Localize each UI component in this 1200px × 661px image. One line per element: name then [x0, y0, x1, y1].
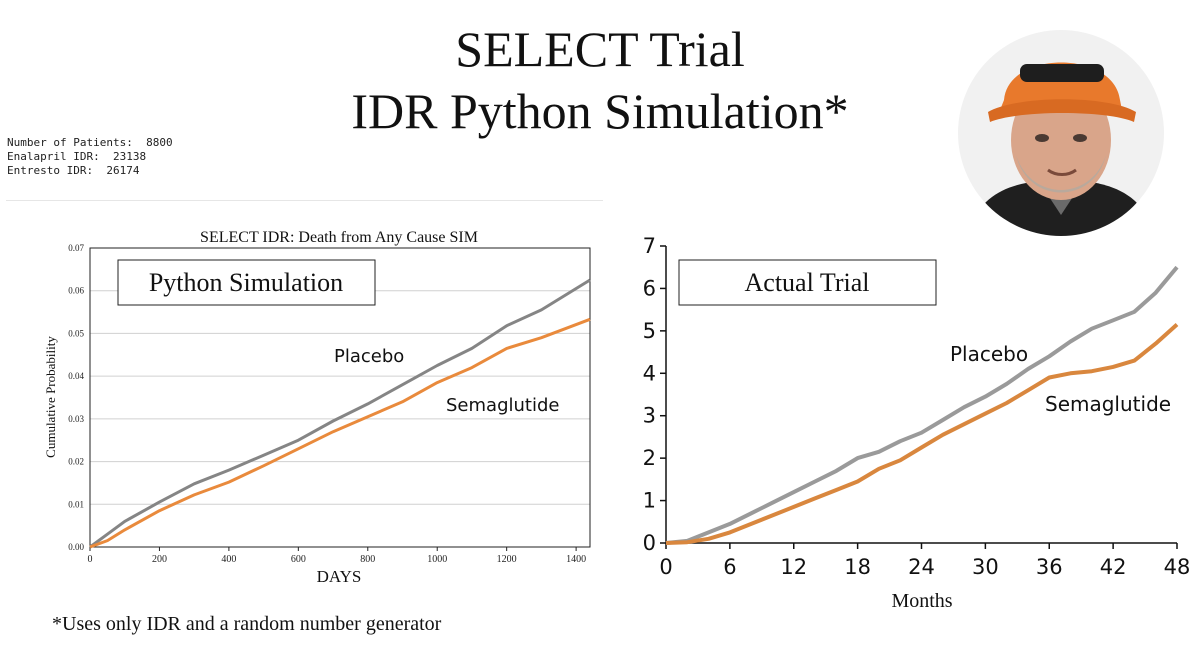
actual-x-tick-label: 24 — [908, 555, 935, 579]
stat-patients: Number of Patients: 8800 — [7, 136, 173, 149]
x-axis-label: DAYS — [317, 567, 362, 586]
actual-y-tick-label: 7 — [643, 234, 656, 258]
actual-x-tick-label: 18 — [844, 555, 871, 579]
simulation-plot-frame — [89, 247, 591, 548]
boxed-label-frame — [117, 259, 376, 306]
actual-y-tick-label: 2 — [643, 446, 656, 470]
x-tick-label: 800 — [360, 554, 375, 565]
actual-x-tick-label: 48 — [1164, 555, 1191, 579]
divider — [6, 200, 603, 201]
actual-x-tick-label: 12 — [780, 555, 807, 579]
y-tick-label: 0.01 — [68, 499, 84, 509]
y-tick-label: 0.05 — [68, 328, 84, 338]
simulation-series — [89, 278, 591, 549]
actual-y-tick-label: 1 — [643, 489, 656, 513]
avatar — [958, 30, 1164, 236]
actual-x-tick-label: 0 — [659, 555, 672, 579]
y-tick-label: 0.00 — [68, 542, 84, 552]
chart-title: SELECT IDR: Death from Any Cause SIM — [200, 229, 478, 246]
x-tick-label: 1200 — [497, 554, 517, 565]
placebo-line — [89, 278, 591, 549]
simulation-stats: Number of Patients: 8800 Enalapril IDR: 2… — [7, 136, 173, 178]
simulation-ticks: 0.00 0.01 0.02 0.03 0.04 0.05 0.06 0.07 0 200 400 6… — [68, 243, 586, 565]
boxed-label: Python Simulation — [149, 268, 343, 297]
simulation-chart: 0.00 0.01 0.02 0.03 0.04 0.05 0.06 0.07 0 200 400 6… — [43, 229, 591, 586]
slide-title: SELECT Trial — [455, 21, 745, 77]
footnote: *Uses only IDR and a random number gener… — [52, 613, 442, 635]
actual-x-axis-label: Months — [891, 590, 952, 612]
actual-boxed-label-frame — [678, 259, 937, 306]
actual-x-tick-label: 42 — [1100, 555, 1127, 579]
x-tick-label: 1400 — [566, 554, 586, 565]
avatar-portrait — [958, 30, 1164, 236]
actual-x-tick-label: 6 — [723, 555, 736, 579]
actual-y-tick-label: 4 — [643, 361, 656, 385]
series-label-semaglutide: Semaglutide — [446, 395, 559, 416]
x-tick-label: 400 — [221, 554, 236, 565]
x-tick-label: 0 — [88, 554, 93, 565]
x-tick-label: 200 — [152, 554, 167, 565]
semaglutide-line — [89, 317, 591, 549]
y-tick-label: 0.02 — [68, 457, 84, 467]
stat-enalapril-idr: Enalapril IDR: 23138 — [7, 150, 147, 163]
slide-subtitle: IDR Python Simulation* — [351, 83, 849, 139]
actual-y-tick-label: 5 — [643, 319, 656, 343]
stat-entresto-idr: Entresto IDR: 26174 — [7, 164, 140, 177]
actual-series-label-semaglutide: Semaglutide — [1045, 392, 1171, 416]
actual-y-tick-label: 0 — [643, 531, 656, 555]
y-axis-label: Cumulative Probability — [43, 336, 58, 458]
actual-semaglutide-line — [665, 323, 1179, 545]
y-tick-label: 0.04 — [68, 371, 84, 381]
y-tick-label: 0.03 — [68, 414, 84, 424]
y-tick-label: 0.06 — [68, 286, 84, 296]
actual-y-tick-label: 6 — [643, 276, 656, 300]
actual-x-tick-label: 36 — [1036, 555, 1063, 579]
actual-x-tick-label: 30 — [972, 555, 999, 579]
series-label-placebo: Placebo — [334, 346, 404, 367]
y-tick-label: 0.07 — [68, 243, 84, 253]
actual-series-label-placebo: Placebo — [950, 342, 1028, 366]
actual-y-tick-label: 3 — [643, 404, 656, 428]
x-tick-label: 600 — [291, 554, 306, 565]
actual-boxed-label: Actual Trial — [745, 268, 870, 297]
actual-series — [665, 265, 1179, 545]
x-tick-label: 1000 — [427, 554, 447, 565]
actual-placebo-line — [665, 265, 1179, 545]
